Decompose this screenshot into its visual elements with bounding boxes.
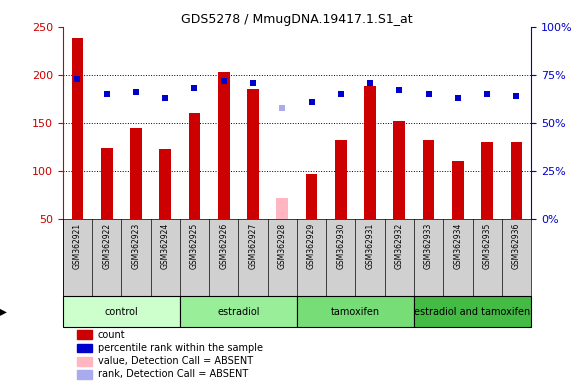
Bar [335,140,347,219]
Text: GSM362926: GSM362926 [219,223,228,269]
Text: GSM362933: GSM362933 [424,223,433,269]
Text: GSM362936: GSM362936 [512,223,521,269]
Title: GDS5278 / MmugDNA.19417.1.S1_at: GDS5278 / MmugDNA.19417.1.S1_at [181,13,413,26]
Text: count: count [98,330,126,340]
Bar [364,86,376,219]
Bar [481,142,493,219]
Text: GSM362922: GSM362922 [102,223,111,269]
Text: GSM362928: GSM362928 [278,223,287,269]
Text: rank, Detection Call = ABSENT: rank, Detection Call = ABSENT [98,369,248,379]
Text: tamoxifen: tamoxifen [331,307,380,317]
Bar [71,38,83,219]
Bar [180,296,297,328]
Bar [101,148,112,219]
Bar [393,121,405,219]
Text: agent ▶: agent ▶ [0,307,7,317]
Text: percentile rank within the sample: percentile rank within the sample [98,343,263,353]
Text: GSM362935: GSM362935 [482,223,492,269]
Bar [63,296,180,328]
Bar [510,142,522,219]
Text: GSM362925: GSM362925 [190,223,199,269]
Text: GSM362923: GSM362923 [131,223,140,269]
Bar [77,370,92,379]
Text: GSM362932: GSM362932 [395,223,404,269]
Text: GSM362924: GSM362924 [160,223,170,269]
Text: GSM362930: GSM362930 [336,223,345,269]
Text: value, Detection Call = ABSENT: value, Detection Call = ABSENT [98,356,253,366]
Bar [77,344,92,353]
Bar [188,113,200,219]
Text: estradiol: estradiol [217,307,260,317]
Bar [218,72,230,219]
Text: GSM362934: GSM362934 [453,223,463,269]
Text: GSM362931: GSM362931 [365,223,375,269]
Bar [423,140,435,219]
Text: GSM362929: GSM362929 [307,223,316,269]
Bar [297,296,414,328]
Text: GSM362927: GSM362927 [248,223,258,269]
Bar [305,174,317,219]
Bar [247,89,259,219]
Text: control: control [104,307,138,317]
Bar [77,357,92,366]
Bar [452,161,464,219]
Bar [414,296,531,328]
Bar [276,198,288,219]
Text: GSM362921: GSM362921 [73,223,82,269]
Bar [130,128,142,219]
Bar [77,330,92,339]
Text: estradiol and tamoxifen: estradiol and tamoxifen [415,307,530,317]
Bar [159,149,171,219]
